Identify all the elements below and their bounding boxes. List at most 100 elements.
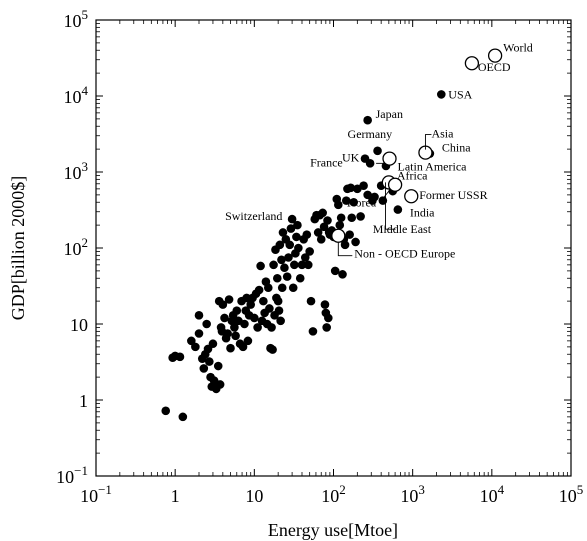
data-point xyxy=(232,306,242,315)
data-point xyxy=(161,406,171,416)
annotation-label: Africa xyxy=(397,168,428,182)
data-point xyxy=(215,380,225,389)
data-point xyxy=(202,319,211,329)
data-point xyxy=(365,159,375,168)
data-point xyxy=(303,260,313,270)
data-point xyxy=(308,327,318,336)
data-point xyxy=(363,190,372,200)
x-tick-label: 104 xyxy=(480,482,505,506)
data-point xyxy=(246,300,256,309)
data-point xyxy=(218,300,228,309)
data-point xyxy=(347,213,357,223)
data-point xyxy=(322,323,331,332)
data-point xyxy=(320,300,330,309)
data-point xyxy=(323,216,332,225)
data-point xyxy=(224,295,234,304)
data-point xyxy=(223,329,232,338)
x-tick-label: 10−1 xyxy=(80,482,112,506)
axis-ticks xyxy=(95,19,572,477)
data-point xyxy=(205,357,214,366)
data-point xyxy=(191,342,200,352)
data-point xyxy=(178,412,188,422)
data-point xyxy=(290,260,299,270)
data-point xyxy=(282,272,292,281)
data-point xyxy=(356,212,365,221)
data-point xyxy=(349,197,359,207)
data-point xyxy=(288,283,298,293)
leader-line xyxy=(382,190,390,199)
data-point xyxy=(276,316,285,326)
annotations: World OECD USA Japan Asia Germany China UK Latin… xyxy=(225,41,533,261)
y-axis-title: GDP[billion 2000$] xyxy=(8,176,28,321)
data-point xyxy=(265,304,274,313)
data-point xyxy=(240,319,249,329)
annotation-label: Asia xyxy=(431,127,454,141)
data-point xyxy=(284,253,293,262)
x-axis-title: Energy use[Mtoe] xyxy=(268,520,398,540)
data-point xyxy=(437,90,446,99)
data-point xyxy=(272,273,282,283)
data-point xyxy=(338,270,347,279)
data-point xyxy=(275,240,285,250)
data-point xyxy=(226,343,235,353)
data-point xyxy=(324,313,333,323)
data-points xyxy=(161,48,503,422)
data-point xyxy=(280,263,289,273)
annotation-label: Former USSR xyxy=(419,188,487,202)
data-point xyxy=(363,115,372,125)
data-point xyxy=(336,213,346,223)
annotation-label: Middle East xyxy=(373,222,432,236)
annotation-label: France xyxy=(310,155,343,169)
y-tick-label: 103 xyxy=(64,159,89,183)
y-tick-label: 10 xyxy=(70,315,88,335)
annotation-label: India xyxy=(410,206,435,220)
data-point xyxy=(277,255,286,265)
data-point xyxy=(278,228,288,237)
leader-line xyxy=(424,134,432,150)
annotation-label: Latin America xyxy=(398,160,468,174)
data-point xyxy=(213,361,223,371)
y-tick-label: 105 xyxy=(64,7,89,31)
open-point xyxy=(382,151,397,166)
open-point xyxy=(404,189,419,204)
annotation-label: Germany xyxy=(348,127,393,141)
y-tick-label: 104 xyxy=(64,83,89,107)
data-point xyxy=(334,200,343,210)
data-point xyxy=(359,181,368,191)
data-point xyxy=(287,214,297,224)
data-point xyxy=(250,313,259,323)
data-point xyxy=(373,146,382,156)
x-tick-label: 102 xyxy=(321,482,346,506)
data-point xyxy=(330,266,340,276)
data-point xyxy=(346,183,356,193)
data-point xyxy=(316,235,326,244)
data-point xyxy=(341,196,351,205)
data-point xyxy=(393,205,403,214)
annotation-label: Non - OECD Europe xyxy=(354,247,455,261)
x-tick-labels: 10−1 1 10 102 103 104 105 xyxy=(80,482,583,506)
annotation-label: UK xyxy=(342,151,360,165)
y-tick-label: 1 xyxy=(79,391,88,411)
data-point xyxy=(293,220,302,230)
data-point xyxy=(286,224,296,233)
open-point xyxy=(487,48,503,63)
y-tick-label: 10−1 xyxy=(56,463,88,487)
annotation-label: OECD xyxy=(478,60,511,74)
data-point xyxy=(231,331,240,341)
data-point xyxy=(175,352,185,362)
data-point xyxy=(220,313,229,323)
x-tick-label: 105 xyxy=(559,482,584,506)
data-point xyxy=(187,336,196,346)
data-point xyxy=(297,260,307,270)
leader-line xyxy=(385,182,396,230)
data-point xyxy=(340,240,350,250)
annotation-label: Korea xyxy=(347,196,377,210)
open-point xyxy=(387,177,403,192)
data-point xyxy=(243,336,253,346)
data-point xyxy=(305,247,314,256)
data-point xyxy=(254,285,264,295)
annotation-label: China xyxy=(442,141,471,155)
data-point xyxy=(285,240,295,250)
open-point xyxy=(331,228,346,243)
